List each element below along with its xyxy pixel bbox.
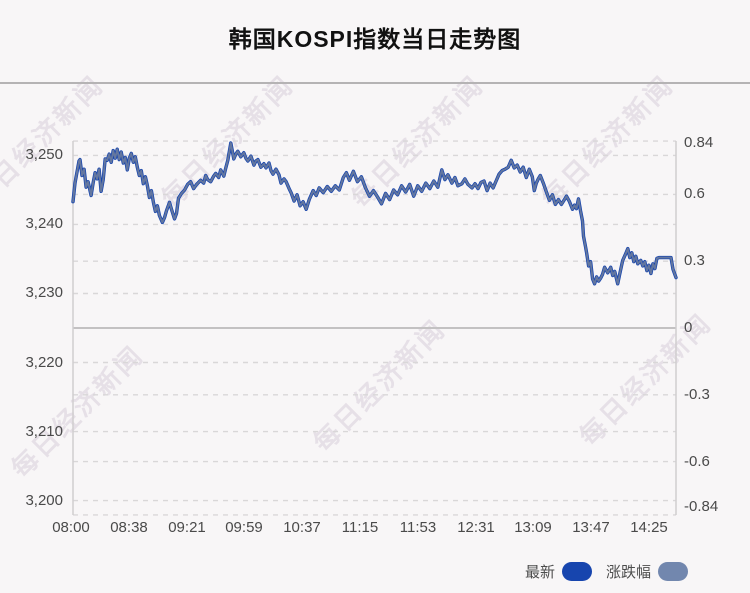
chart-legend: 最新 涨跌幅 — [525, 561, 688, 582]
y-right-tick-label: -0.84 — [684, 498, 719, 515]
y-left-tick-label: 3,220 — [25, 354, 63, 371]
x-tick-label: 14:25 — [630, 519, 668, 536]
y-left-tick-label: 3,200 — [25, 492, 63, 509]
y-right-tick-label: 0.6 — [684, 185, 705, 202]
y-right-tick-label: -0.3 — [684, 386, 710, 403]
legend-swatch-change-icon — [658, 562, 688, 581]
chart-title: 韩国KOSPI指数当日走势图 — [228, 26, 522, 52]
legend-swatch-latest-icon — [561, 562, 592, 581]
x-tick-label: 10:37 — [283, 519, 321, 536]
legend-label-change: 涨跌幅 — [605, 564, 651, 581]
y-left-tick-label: 3,210 — [25, 423, 63, 440]
legend-item-latest: 最新 — [525, 561, 592, 582]
x-tick-label: 09:59 — [225, 519, 263, 536]
x-tick-label: 08:00 — [52, 519, 90, 536]
x-tick-label: 13:09 — [514, 519, 552, 536]
y-right-tick-label: 0.3 — [684, 252, 705, 269]
y-right-tick-label: 0.84 — [684, 134, 714, 151]
x-tick-label: 12:31 — [457, 519, 495, 536]
title-divider — [0, 82, 750, 84]
y-left-tick-label: 3,250 — [25, 146, 63, 163]
y-right-tick-label: 0 — [684, 319, 693, 336]
legend-item-change: 涨跌幅 — [606, 561, 688, 582]
x-tick-label: 09:21 — [168, 519, 206, 536]
legend-label-latest: 最新 — [524, 564, 555, 581]
x-tick-label: 13:47 — [572, 519, 610, 536]
y-left-tick-label: 3,230 — [25, 284, 63, 301]
series-latest-line — [71, 141, 678, 286]
x-tick-label: 08:38 — [110, 519, 148, 536]
x-tick-label: 11:15 — [341, 519, 379, 536]
x-tick-label: 11:53 — [399, 519, 437, 536]
y-left-tick-label: 3,240 — [25, 215, 63, 232]
y-right-tick-label: -0.6 — [684, 453, 710, 470]
series-change-line — [72, 142, 677, 285]
